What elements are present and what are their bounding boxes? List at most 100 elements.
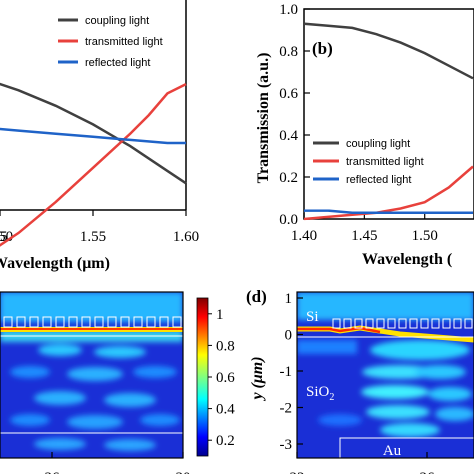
region-label-si: Si xyxy=(306,309,319,325)
panel-d-gold-layer xyxy=(339,437,474,458)
panel-a-legend-label: coupling light xyxy=(85,15,149,27)
panel-d-field-blobs xyxy=(297,292,474,437)
panel-d-pillar xyxy=(387,318,396,329)
panel-b-series xyxy=(304,24,473,219)
region-label-au: Au xyxy=(383,443,402,459)
panel-d-label: (d) xyxy=(246,287,267,306)
panel-b-y-tick-label: 1.0 xyxy=(279,2,298,18)
panel-c-pillar xyxy=(133,316,143,328)
panel-d-x-tick-label: 26 xyxy=(420,470,436,474)
panel-a-series-line-1 xyxy=(0,82,187,247)
panel-a-series xyxy=(0,82,187,247)
panel-a-cut-tick-label: 5 xyxy=(0,229,8,245)
panel-b-legend-label: reflected light xyxy=(346,174,411,186)
panel-a-x-tick-label: 1.60 xyxy=(173,229,199,245)
colorbar-ticks: 1 0.8 0.6 0.4 0.2 xyxy=(208,307,235,449)
panel-b-y-tick-label: 0.4 xyxy=(279,128,298,144)
panel-d-y-tick-label: 0 xyxy=(285,328,293,344)
panel-d-pillar xyxy=(431,318,440,329)
panel-a-x-ticks: 1.451.501.551.60 xyxy=(0,210,199,245)
panel-b-ticks: 0.0 0.2 0.4 0.6 0.8 1.0 1.40 1.45 1.50 xyxy=(279,2,438,244)
panel-d-x-tick-label: 22 xyxy=(290,470,305,474)
panel-b-x-tick-label: 1.50 xyxy=(412,228,438,244)
colorbar-tick-label: 0.8 xyxy=(216,338,235,354)
panel-b-y-axis-label: Transmission (a.u.) xyxy=(255,53,272,184)
panel-a-legend-label: transmitted light xyxy=(85,36,163,48)
panel-a-series-line-2 xyxy=(0,127,186,145)
panel-c-x-tick-label: 30 xyxy=(176,470,191,474)
panel-d-y-tick-label: 1 xyxy=(285,291,293,307)
panel-d-y-axis-label: y (μm) xyxy=(249,356,266,401)
colorbar-tick-label: 1 xyxy=(216,307,224,323)
panel-c-pillar xyxy=(107,316,117,328)
panel-d-field xyxy=(297,292,474,458)
panel-b-frame xyxy=(303,8,474,220)
panel-b-series-line-2 xyxy=(304,211,473,213)
region-label-sio2: SiO2 xyxy=(306,384,334,403)
panel-b-x-tick-label: 1.45 xyxy=(351,228,377,244)
panel-c-pillar xyxy=(81,316,91,328)
panel-d-pillar xyxy=(420,318,429,329)
panel-d-y-tick-label: -3 xyxy=(280,437,293,453)
panel-b-legend-label: coupling light xyxy=(346,138,410,150)
panel-b-label: (b) xyxy=(312,39,333,58)
panel-c-pillar xyxy=(146,316,156,328)
panel-c-pillar xyxy=(55,316,65,328)
colorbar-tick-label: 0.2 xyxy=(216,433,235,449)
panel-c-frame xyxy=(0,291,184,459)
panel-b-legend-label: transmitted light xyxy=(346,156,424,168)
panel-c-pillar xyxy=(68,316,78,328)
panel-b: 0.0 0.2 0.4 0.6 0.8 1.0 1.40 1.45 1.50 Transmiss… xyxy=(255,2,474,268)
panel-d-pillar xyxy=(332,318,341,329)
panel-b-y-tick-label: 0.0 xyxy=(279,212,298,228)
panel-a-series-line-0 xyxy=(0,82,187,185)
panel-d-frame xyxy=(296,291,474,459)
panel-c-pillar xyxy=(172,316,182,328)
panel-d-pillar xyxy=(398,318,407,329)
panel-b-x-tick-label: 1.40 xyxy=(291,228,317,244)
panel-a-x-axis-label: Wavelength (μm) xyxy=(0,255,110,272)
panel-d-pillar xyxy=(409,318,418,329)
panel-d-ticks: 1 0 -1 -2 -3 22 26 xyxy=(280,291,436,474)
panel-c-pillars xyxy=(3,316,182,328)
panel-d-pillar xyxy=(354,318,363,329)
panel-b-series-line-0 xyxy=(304,24,473,79)
panel-c-pillar xyxy=(120,316,130,328)
panel-a-legend-label: reflected light xyxy=(85,57,150,69)
panel-c-x-tick-label: 26 xyxy=(45,470,61,474)
panel-d-pillar xyxy=(464,318,473,329)
panel-d-y-tick-label: -2 xyxy=(280,401,293,417)
panel-b-series-line-1 xyxy=(304,167,473,220)
panel-c-field-blobs xyxy=(0,292,183,451)
panel-d-y-tick-label: -1 xyxy=(280,364,293,380)
panel-a: 1.451.501.551.60 5 Wavelength (μm) coupl… xyxy=(0,0,199,272)
panel-a-x-tick-label: 1.55 xyxy=(80,229,106,245)
panel-c-field xyxy=(0,292,183,451)
panel-b-y-tick-label: 0.6 xyxy=(279,86,298,102)
colorbar xyxy=(196,297,209,457)
panel-c-pillar xyxy=(42,316,52,328)
panel-b-y-tick-label: 0.2 xyxy=(279,170,298,186)
panel-d-pillar xyxy=(442,318,451,329)
panel-d-pillar xyxy=(376,318,385,329)
panel-c-x-ticks: 26 30 xyxy=(45,452,191,474)
colorbar-tick-label: 0.6 xyxy=(216,370,235,386)
panel-d: (d) Si SiO2 Au 1 xyxy=(246,287,474,474)
panel-c-pillar xyxy=(3,316,13,328)
panel-b-legend: coupling light transmitted light reflected… xyxy=(313,138,424,186)
panel-a-x-tick-label: 1.50 xyxy=(0,229,13,245)
panel-c-pillar xyxy=(29,316,39,328)
panel-c-pillar xyxy=(159,316,169,328)
panel-d-pillar xyxy=(365,318,374,329)
panel-d-pillars xyxy=(332,318,473,329)
panel-d-pillar xyxy=(453,318,462,329)
panel-c-pillar xyxy=(94,316,104,328)
colorbar-tick-label: 0.4 xyxy=(216,402,235,418)
panel-c: 26 30 1 0.8 0.6 0.4 0.2 xyxy=(0,291,235,474)
panel-a-legend: coupling light transmitted light reflected… xyxy=(58,15,163,69)
panel-b-y-tick-label: 0.8 xyxy=(279,44,298,60)
panel-b-x-axis-label: Wavelength ( xyxy=(362,251,452,268)
panel-c-pillar xyxy=(16,316,26,328)
panel-d-pillar xyxy=(343,318,352,329)
